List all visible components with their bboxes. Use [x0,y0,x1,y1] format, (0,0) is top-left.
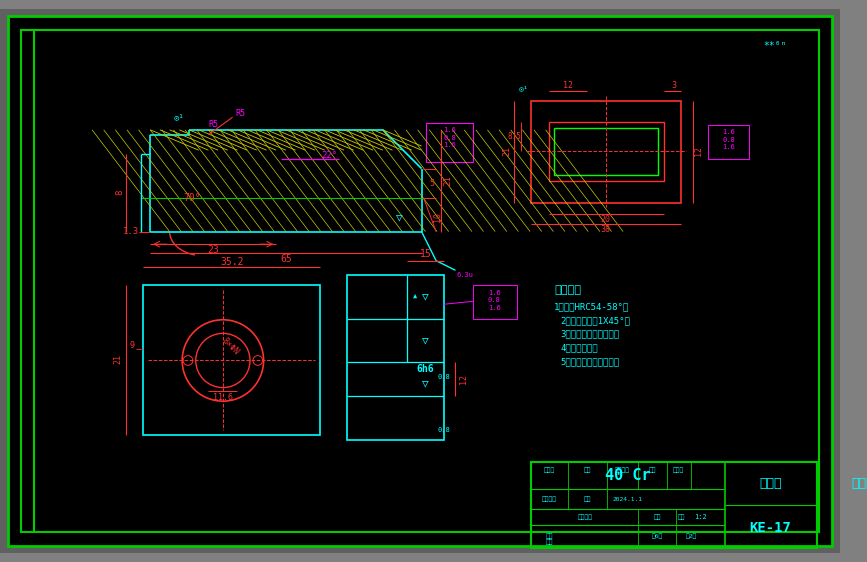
Bar [554,128,658,175]
Text: 5: 5 [429,179,434,188]
Text: 1:2: 1:2 [694,514,707,520]
Text: 12: 12 [563,81,573,90]
Text: 0.8: 0.8 [438,374,450,380]
Text: 12: 12 [459,374,467,384]
Text: ▽: ▽ [422,292,429,301]
Text: 设计审图: 设计审图 [542,496,557,502]
Text: KE-17: KE-17 [749,521,792,535]
Text: 重量: 重量 [545,533,553,538]
Text: 侧清块: 侧清块 [759,477,782,490]
Text: 比例: 比例 [677,515,685,520]
Text: 1、调质HRC54-58°。: 1、调质HRC54-58°。 [554,303,629,312]
Text: 1.3: 1.3 [123,227,139,236]
Text: ▽: ▽ [422,335,429,345]
Text: 1.6: 1.6 [488,289,500,296]
Bar [531,101,681,202]
Text: 20: 20 [601,215,610,224]
Bar [143,285,320,435]
Text: 分区: 分区 [583,467,591,473]
Text: 12: 12 [694,146,703,156]
Text: 6.3u: 6.3u [457,272,473,278]
Text: 8: 8 [115,190,125,196]
Bar [348,276,407,319]
Text: 21: 21 [443,175,453,185]
Text: 23: 23 [207,245,219,255]
Text: 第2张: 第2张 [685,533,696,538]
Text: 6h6: 6h6 [417,364,434,374]
Text: 70°: 70° [183,193,200,203]
Text: 版次材料: 版次材料 [615,467,629,473]
Text: 钳拉: 钳拉 [583,496,591,502]
Text: ⊙¹: ⊙¹ [174,114,185,123]
Text: 普查标记: 普查标记 [577,515,593,520]
Text: 21: 21 [114,355,123,365]
Bar [708,125,749,159]
Text: 9: 9 [129,342,134,351]
Text: ⊙¹: ⊙¹ [518,85,528,94]
Text: 0.8: 0.8 [488,297,500,303]
Text: 0.8: 0.8 [438,427,450,433]
Text: 11.6: 11.6 [213,393,233,402]
Bar [427,123,473,162]
Bar [549,122,664,181]
Text: 0.8: 0.8 [722,137,735,143]
Text: 1.6: 1.6 [488,305,500,311]
Text: 技术要求: 技术要求 [554,285,582,294]
Text: 8×ΦN: 8×ΦN [220,336,241,356]
Text: 工艺: 工艺 [545,540,553,546]
Text: 年月日: 年月日 [673,467,684,473]
Text: 3: 3 [671,81,676,90]
Text: 置量: 置量 [654,515,661,520]
Bar [348,320,407,362]
Text: 15: 15 [420,249,431,259]
Text: 侧清块: 侧清块 [851,477,867,490]
Bar [531,462,817,547]
Bar [473,285,517,319]
Text: 38: 38 [601,225,610,234]
Text: 0.8: 0.8 [443,134,456,140]
Text: 4、镀钓处理。: 4、镀钓处理。 [560,343,597,352]
Text: ▽: ▽ [396,212,402,222]
Text: R5: R5 [235,109,245,118]
Text: 10: 10 [433,212,441,222]
Text: 3、棱边倒髍，去毛刺。: 3、棱边倒髍，去毛刺。 [560,330,619,339]
Text: R5: R5 [208,120,218,129]
Text: 22°: 22° [322,152,337,161]
Text: **⁰ⁿ: **⁰ⁿ [764,40,787,51]
Bar [347,275,444,440]
Text: 5、镀钓后磨加工处理。: 5、镀钓后磨加工处理。 [560,357,619,366]
Text: 签名: 签名 [649,467,656,473]
Text: 21: 21 [502,146,512,156]
Text: 40 Cr: 40 Cr [605,468,651,483]
Text: 65: 65 [280,253,292,264]
Text: 1.6: 1.6 [722,129,735,135]
Polygon shape [150,130,421,232]
Text: ▲: ▲ [413,293,417,300]
Text: 2、其余倒角为1X45°。: 2、其余倒角为1X45°。 [560,316,630,325]
Text: 1.6: 1.6 [443,127,456,133]
Text: 1.6: 1.6 [443,142,456,148]
Text: 共6张: 共6张 [651,533,662,538]
Text: 零部件: 零部件 [544,467,555,473]
Text: 35.2: 35.2 [220,257,244,266]
Text: 1.6: 1.6 [722,144,735,150]
Text: 8.5: 8.5 [508,132,522,141]
Text: ▽: ▽ [422,379,429,389]
Text: 2024.1.1: 2024.1.1 [613,497,643,501]
